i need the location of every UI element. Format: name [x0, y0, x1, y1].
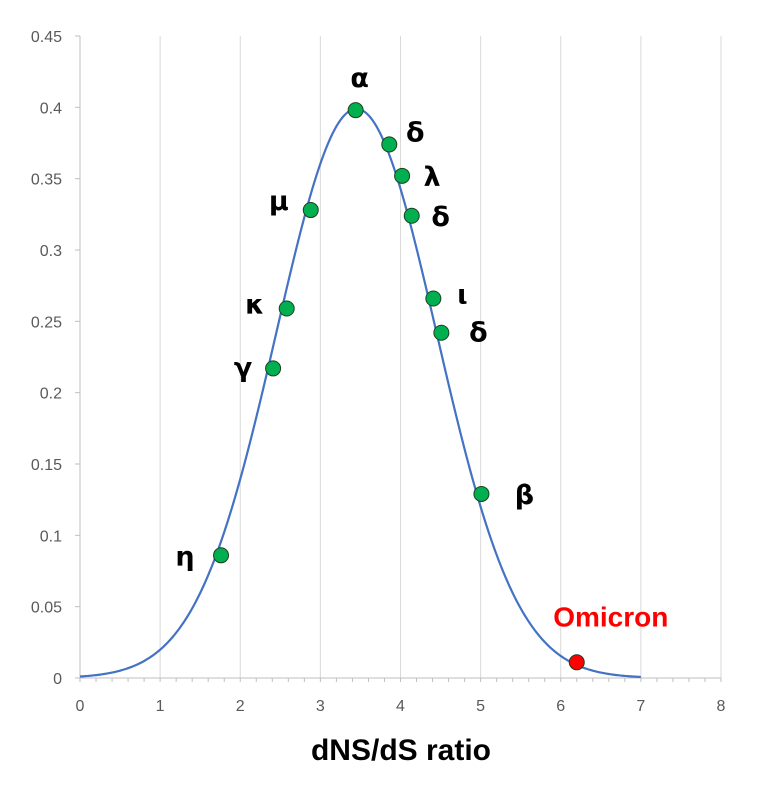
point-label-2: κ: [245, 289, 264, 320]
data-point-9: [433, 324, 450, 341]
data-point-0: [213, 547, 230, 564]
y-tick-label-8: 0.4: [40, 100, 62, 117]
data-point-4: [347, 102, 364, 119]
x-axis-label: dNS/dS ratio: [311, 734, 491, 767]
y-tick-label-2: 0.1: [40, 528, 62, 545]
x-tick-label-4: 4: [396, 698, 405, 715]
data-points: [213, 102, 585, 671]
data-point-1: [265, 360, 282, 377]
data-point-8: [425, 290, 442, 307]
point-label-3: μ: [269, 186, 289, 217]
gridlines: [159, 36, 722, 678]
x-tick-label-2: 2: [236, 698, 245, 715]
y-tick-label-0: 0: [53, 671, 62, 688]
y-tick-label-6: 0.3: [40, 243, 62, 260]
x-tick-label-0: 0: [76, 698, 85, 715]
x-tick-label-8: 8: [717, 698, 726, 715]
point-label-10: β: [515, 480, 534, 511]
y-tick-labels: 0 0.05 0.1 0.15 0.2 0.25 0.3 0.35 0.4 0.45: [31, 29, 62, 688]
data-point-10: [473, 485, 490, 502]
y-tick-label-4: 0.2: [40, 386, 62, 403]
data-point-6: [394, 167, 411, 184]
point-label-7: δ: [431, 202, 450, 233]
point-label-9: δ: [469, 318, 488, 349]
x-tick-label-1: 1: [156, 698, 165, 715]
y-tick-label-1: 0.05: [31, 600, 62, 617]
x-tick-label-6: 6: [556, 698, 565, 715]
data-point-11: [568, 654, 585, 671]
axes: [75, 35, 722, 682]
x-tick-label-7: 7: [636, 698, 645, 715]
point-label-8: ι: [457, 280, 468, 311]
y-tick-label-5: 0.25: [31, 314, 62, 331]
point-label-11: Omicron: [553, 601, 668, 632]
y-tick-label-7: 0.35: [31, 172, 62, 189]
point-label-0: η: [175, 541, 194, 572]
data-point-7: [403, 207, 420, 224]
point-label-6: λ: [424, 162, 441, 193]
y-tick-label-9: 0.45: [31, 29, 62, 46]
y-tick-label-3: 0.15: [31, 457, 62, 474]
data-point-2: [278, 300, 295, 317]
data-point-5: [381, 136, 398, 153]
x-tick-label-5: 5: [476, 698, 485, 715]
point-label-5: δ: [406, 117, 425, 148]
point-label-4: α: [350, 63, 369, 94]
point-label-1: γ: [234, 352, 252, 383]
data-point-3: [302, 202, 319, 219]
x-tick-label-3: 3: [316, 698, 325, 715]
x-tick-labels: 0 1 2 3 4 5 6 7 8: [76, 698, 726, 715]
